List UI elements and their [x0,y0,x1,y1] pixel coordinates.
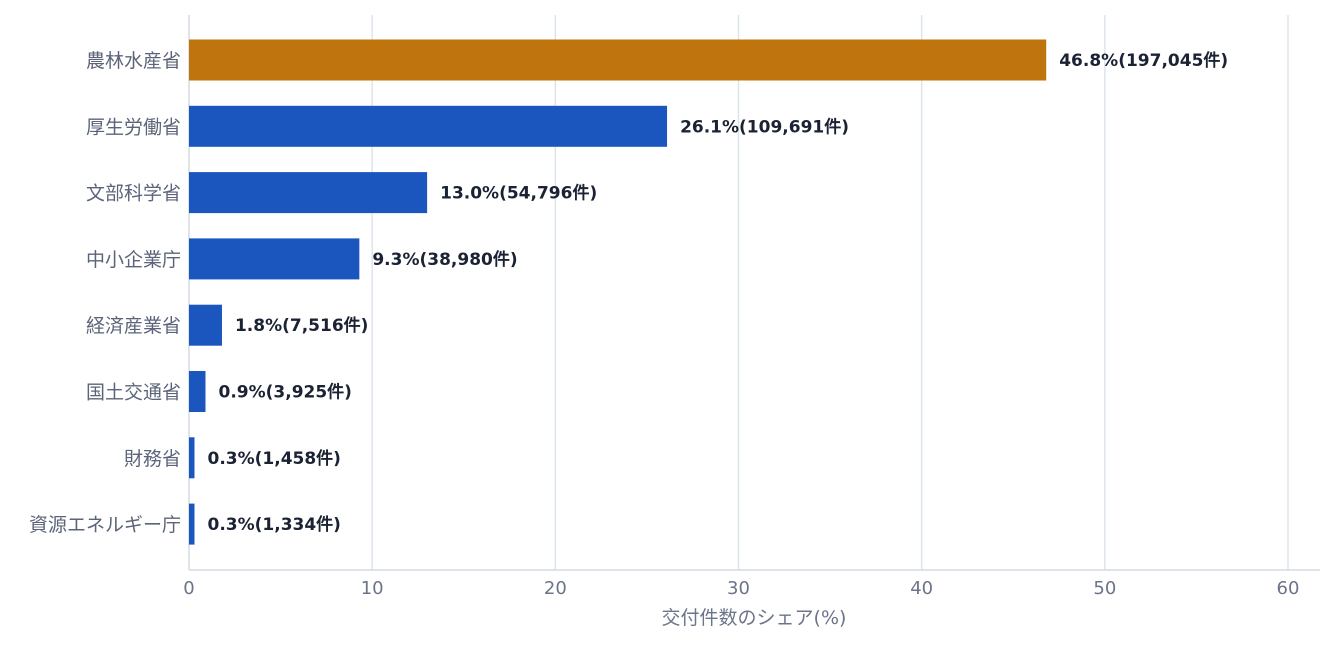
grid-lines [188,15,1320,571]
data-label: 0.3%(1,458件) [207,448,340,469]
bars [189,39,1047,545]
data-label: 46.8%(197,045件) [1059,50,1228,71]
category-label: 中小企業庁 [86,249,181,271]
category-label: 経済産業省 [86,315,181,337]
data-label: 0.9%(3,925件) [218,382,351,403]
x-tick-label: 0 [183,578,194,599]
bar[interactable] [189,503,195,545]
data-label: 13.0%(54,796件) [440,183,597,204]
data-label: 0.3%(1,334件) [207,514,340,535]
category-label: 資源エネルギー庁 [29,514,181,536]
x-tick-label: 20 [544,578,567,599]
bar[interactable] [189,105,668,147]
x-tick-label: 50 [1093,578,1116,599]
category-label: 文部科学省 [86,183,181,205]
bar[interactable] [189,39,1047,81]
bar[interactable] [189,304,222,346]
bar[interactable] [189,371,206,412]
bar[interactable] [189,238,360,280]
x-tick-label: 60 [1277,578,1300,599]
bar[interactable] [189,437,195,479]
data-label: 1.8%(7,516件) [235,315,368,336]
x-tick-label: 30 [727,578,750,599]
category-label: 農林水産省 [86,50,181,72]
data-label: 9.3%(38,980件) [372,249,517,270]
x-axis-title: 交付件数のシェア(%) [662,607,847,629]
category-label: 国土交通省 [86,382,181,404]
category-label: 財務省 [124,448,181,470]
x-tick-label: 10 [361,578,384,599]
category-labels: 農林水産省厚生労働省文部科学省中小企業庁経済産業省国土交通省財務省資源エネルギー… [29,50,181,536]
bar[interactable] [189,172,428,214]
x-tick-label: 40 [910,578,933,599]
category-label: 厚生労働省 [86,116,181,138]
data-labels: 46.8%(197,045件) 26.1%(109,691件) 13.0%(54,7… [207,50,1228,535]
x-tick-labels: 0 10 20 30 40 50 60 [183,578,1299,599]
data-label: 26.1%(109,691件) [680,116,849,137]
